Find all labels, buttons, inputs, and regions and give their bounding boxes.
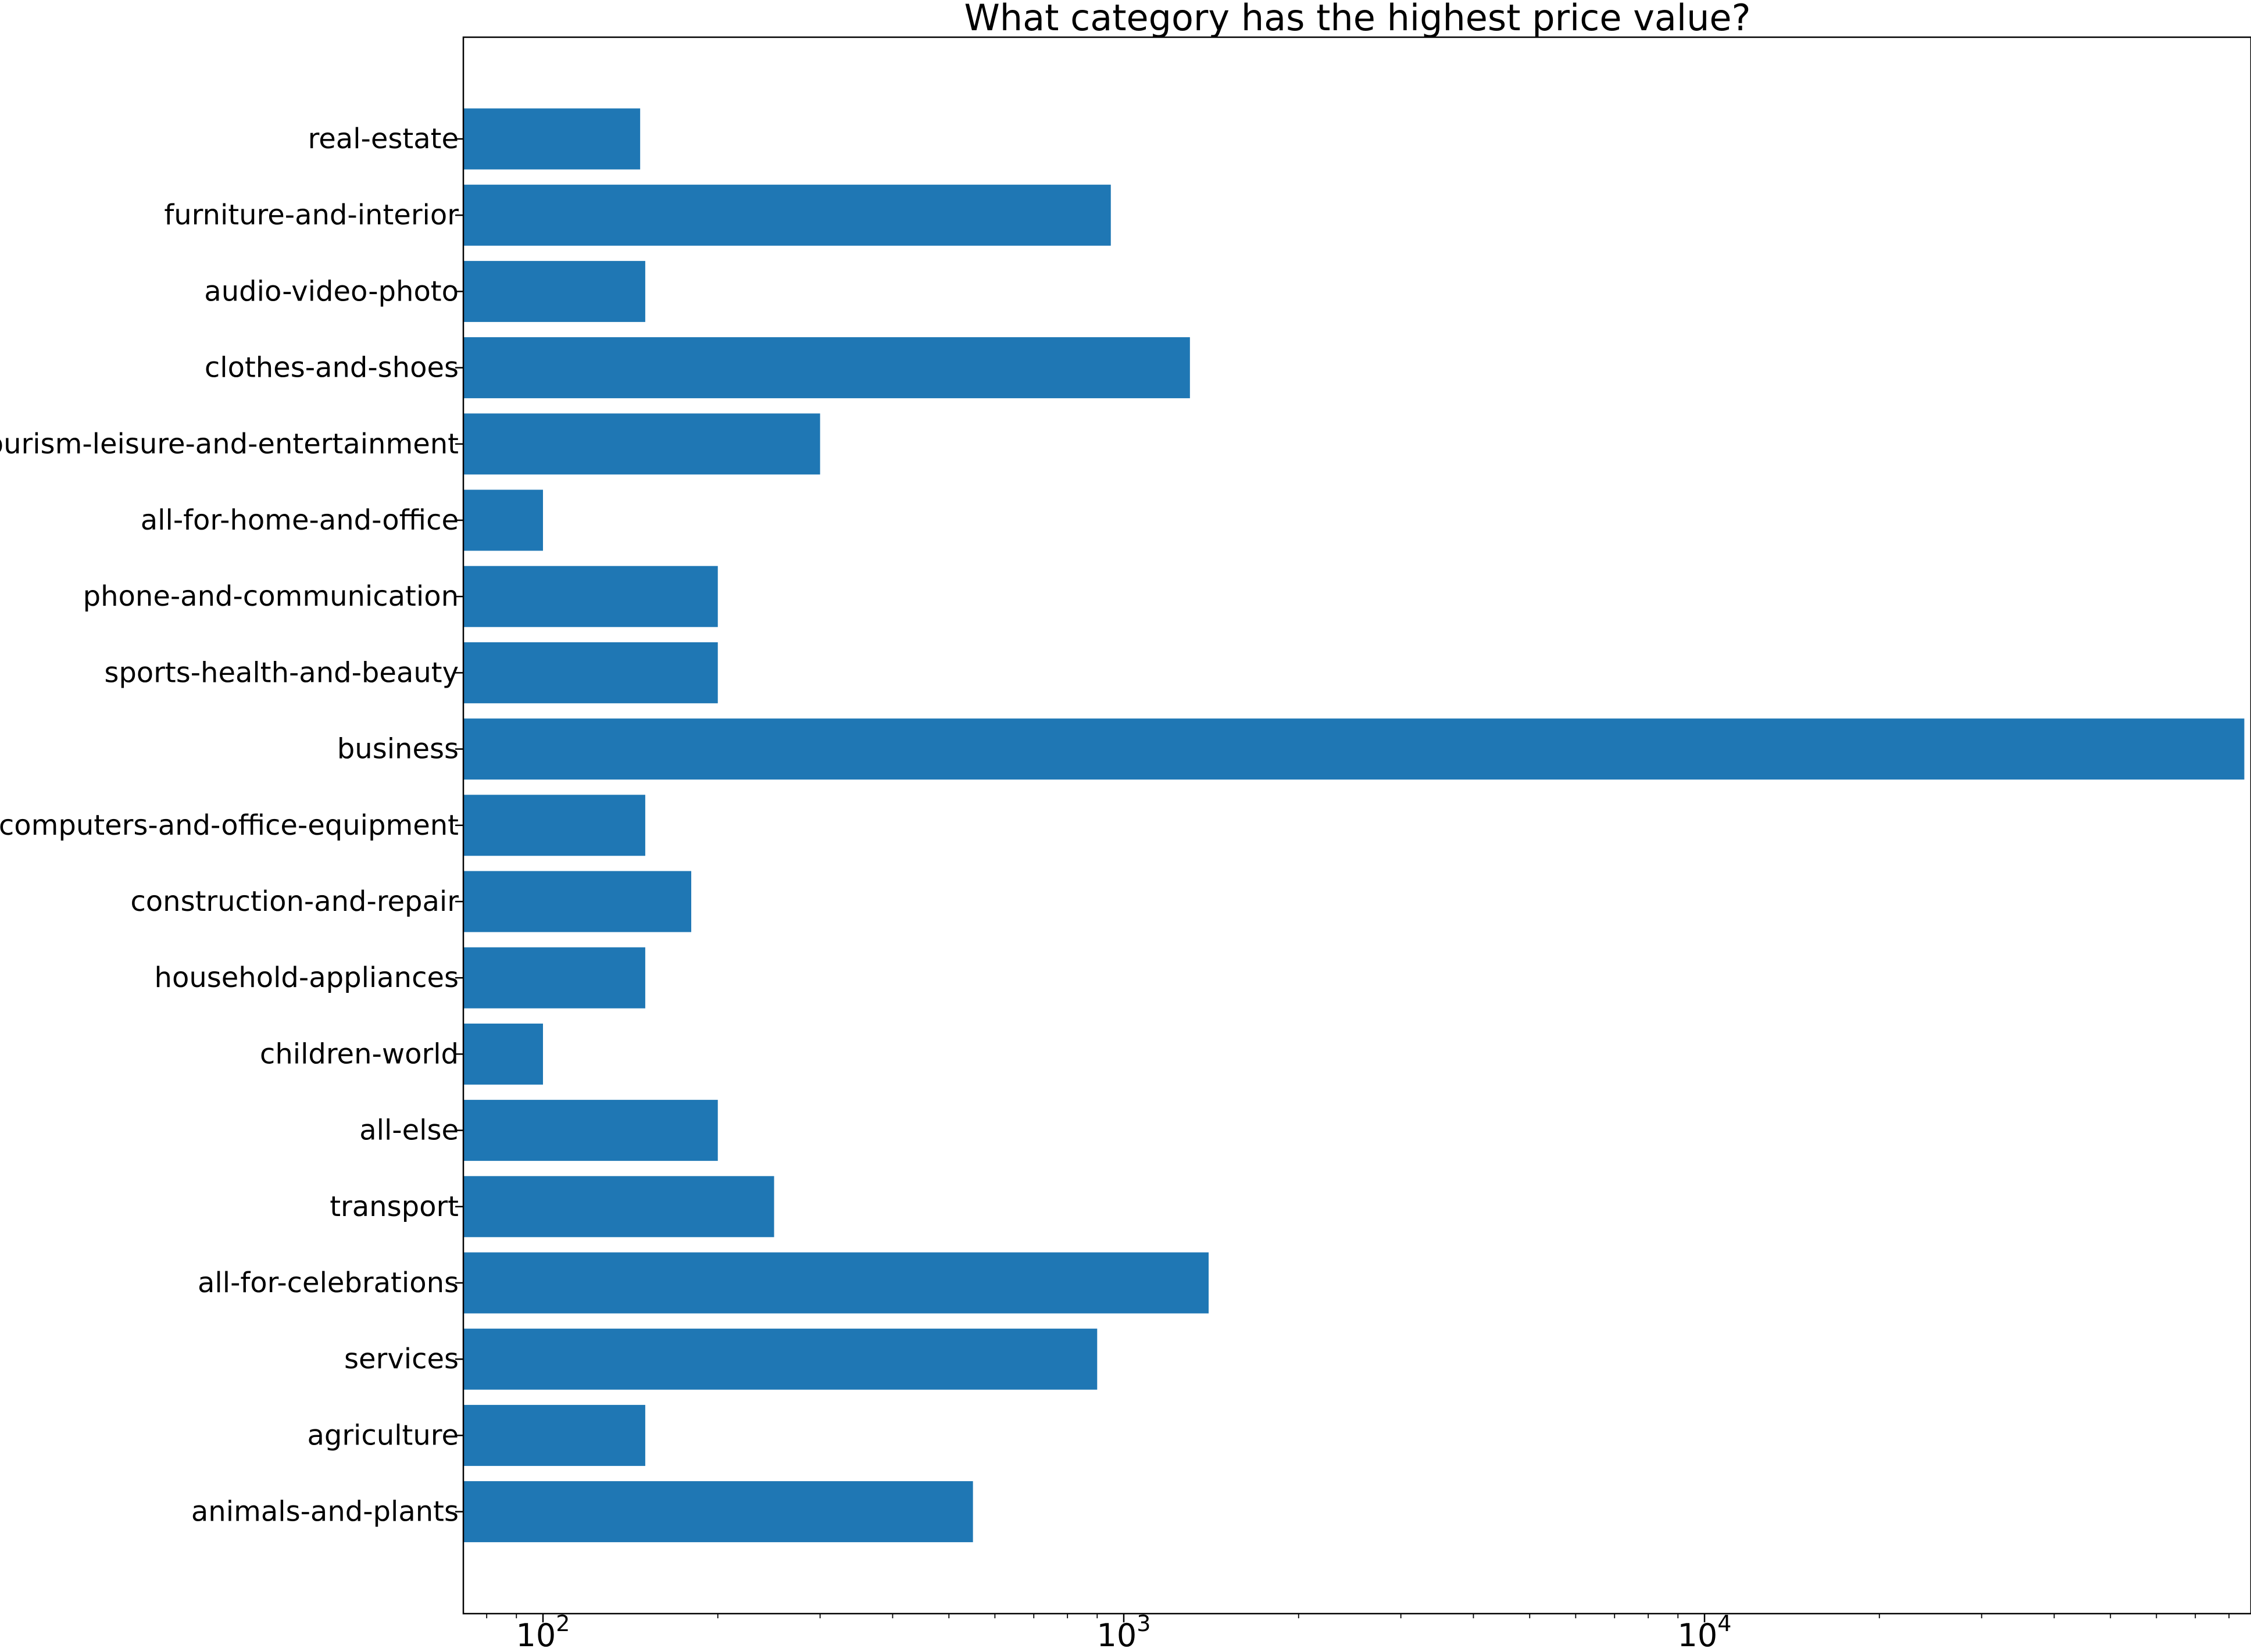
category-label: furniture-and-interior: [164, 199, 459, 231]
chart-title: What category has the highest price valu…: [964, 0, 1751, 39]
bar-transport: [464, 1176, 774, 1238]
bar-sports-health-and-beauty: [464, 642, 718, 703]
category-label: tourism-leisure-and-entertainment: [0, 428, 459, 460]
bar-services: [464, 1328, 1098, 1390]
bar-all-for-celebrations: [464, 1252, 1209, 1314]
bar-clothes-and-shoes: [464, 337, 1190, 399]
category-label: business: [337, 733, 459, 766]
bar-phone-and-communication: [464, 566, 718, 627]
x-tick-label: 103: [1097, 1611, 1151, 1652]
category-label: services: [344, 1343, 459, 1375]
plot-frame: [462, 36, 2251, 1615]
bar-computers-and-office-equipment: [464, 795, 645, 856]
bar-all-else: [464, 1100, 718, 1161]
x-tick-label: 102: [516, 1611, 570, 1652]
category-label: construction-and-repair: [130, 885, 459, 918]
bar-construction-and-repair: [464, 871, 692, 932]
bar-household-appliances: [464, 947, 645, 1009]
bar-real-estate: [464, 108, 641, 170]
bar-animals-and-plants: [464, 1481, 973, 1543]
category-label: sports-health-and-beauty: [104, 656, 459, 689]
bar-audio-video-photo: [464, 260, 645, 322]
category-labels: real-estate furniture-and-interior audio-v…: [0, 123, 463, 1528]
bar-business: [464, 718, 2245, 780]
x-tick-label: 104: [1678, 1611, 1732, 1652]
bar-children-world: [464, 1023, 543, 1085]
category-label: all-else: [359, 1114, 459, 1147]
category-label: transport: [330, 1190, 459, 1223]
category-label: all-for-celebrations: [198, 1267, 459, 1299]
category-label: audio-video-photo: [204, 275, 459, 307]
x-axis-ticks: 102 103 104: [486, 1611, 2230, 1652]
category-label: agriculture: [307, 1419, 459, 1451]
category-label: children-world: [260, 1038, 459, 1070]
category-label: clothes-and-shoes: [205, 352, 459, 384]
bar-all-for-home-and-office: [464, 489, 543, 551]
category-label: real-estate: [308, 123, 459, 155]
category-label: household-appliances: [155, 961, 459, 994]
category-label: computers-and-office-equipment: [0, 809, 459, 842]
bar-agriculture: [464, 1404, 645, 1466]
bar-tourism-leisure-and-entertainment: [464, 413, 820, 475]
bars-layer: [464, 108, 2245, 1543]
category-label: animals-and-plants: [191, 1496, 459, 1528]
bar-furniture-and-interior: [464, 184, 1111, 246]
category-label: all-for-home-and-office: [141, 504, 459, 537]
category-label: phone-and-communication: [83, 580, 459, 613]
